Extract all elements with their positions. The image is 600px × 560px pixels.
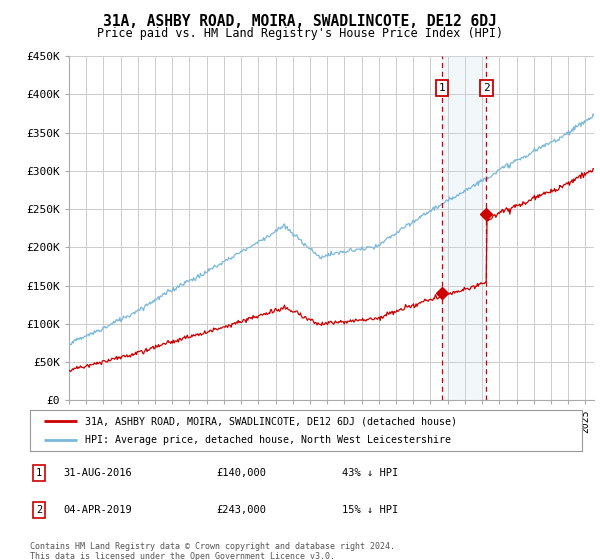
Text: 15% ↓ HPI: 15% ↓ HPI (342, 505, 398, 515)
Text: 2: 2 (36, 505, 42, 515)
Text: 31A, ASHBY ROAD, MOIRA, SWADLINCOTE, DE12 6DJ: 31A, ASHBY ROAD, MOIRA, SWADLINCOTE, DE1… (103, 14, 497, 29)
Text: £140,000: £140,000 (216, 468, 266, 478)
Text: 2: 2 (483, 83, 490, 93)
Bar (442, 56, 487, 400)
Text: 31A, ASHBY ROAD, MOIRA, SWADLINCOTE, DE12 6DJ (detached house): 31A, ASHBY ROAD, MOIRA, SWADLINCOTE, DE1… (85, 417, 457, 426)
Text: Contains HM Land Registry data © Crown copyright and database right 2024.
This d: Contains HM Land Registry data © Crown c… (30, 542, 395, 560)
Text: 1: 1 (36, 468, 42, 478)
Text: 43% ↓ HPI: 43% ↓ HPI (342, 468, 398, 478)
Text: HPI: Average price, detached house, North West Leicestershire: HPI: Average price, detached house, Nort… (85, 435, 451, 445)
Text: 1: 1 (439, 83, 445, 93)
Text: 31-AUG-2016: 31-AUG-2016 (63, 468, 132, 478)
Text: Price paid vs. HM Land Registry's House Price Index (HPI): Price paid vs. HM Land Registry's House … (97, 27, 503, 40)
Text: £243,000: £243,000 (216, 505, 266, 515)
Text: 04-APR-2019: 04-APR-2019 (63, 505, 132, 515)
